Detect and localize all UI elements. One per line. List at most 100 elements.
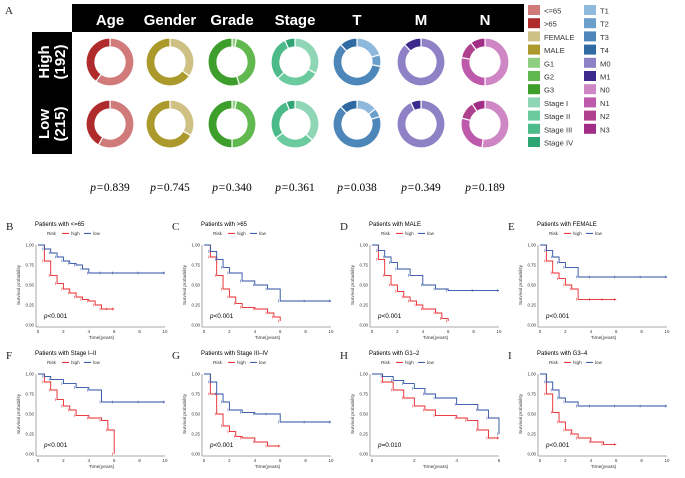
p-value-age: p=0.839 <box>89 182 130 194</box>
legend-swatch-t2 <box>584 18 596 29</box>
y-tick-label: 1.00 <box>191 372 200 377</box>
donut-low-m <box>396 99 446 149</box>
donut-high-grade <box>207 37 257 87</box>
p-prefix: p= <box>274 182 289 194</box>
p-prefix: p= <box>400 182 415 194</box>
y-tick-label: 0.25 <box>527 432 536 437</box>
x-tick-label: 2 <box>564 458 567 463</box>
km-p-number: <0.001 <box>214 313 234 320</box>
y-tick-label: 1.00 <box>527 372 536 377</box>
legend-swatch-g3 <box>528 84 540 95</box>
x-tick-label: 2 <box>228 329 231 334</box>
km-title: Patients with G3–4 <box>537 351 588 357</box>
x-tick-label: 4 <box>254 329 257 334</box>
column-header-t: T <box>352 12 361 29</box>
x-tick-label: 6 <box>279 458 282 463</box>
x-tick-label: 10 <box>163 329 168 334</box>
km-p-letter: p <box>545 442 550 449</box>
legend-swatch-stage-iv <box>528 137 540 147</box>
legend-item-stage-i: Stage I <box>528 97 568 108</box>
donut-high-age <box>85 37 135 87</box>
p-prefix: p= <box>149 182 164 194</box>
y-tick-label: 0.75 <box>191 263 200 268</box>
y-axis-label: Survival probability <box>16 393 22 434</box>
km-p-value: p<0.001 <box>209 442 234 449</box>
donut-grid <box>85 37 510 149</box>
donut-low-grade <box>207 99 257 149</box>
donut-low-gender <box>145 99 195 149</box>
y-tick-label: 0.25 <box>25 432 34 437</box>
km-title: Patients with Stage III–IV <box>201 351 268 357</box>
km-title: Patients with Stage I–II <box>35 351 97 357</box>
km-title: Patients with >65 <box>201 222 248 228</box>
legend-swatch-65 <box>528 18 540 29</box>
km-panel-d: D Patients with MALE Risk high low 0 2 4 6 8 10 0.0… <box>340 221 502 341</box>
donut-low-age <box>85 99 135 149</box>
risk-legend-label-low: low <box>427 360 435 365</box>
x-tick-label: 8 <box>640 458 643 463</box>
legend-swatch-m1 <box>584 71 596 81</box>
y-tick-label: 0.50 <box>527 283 536 288</box>
legend-label-t4: T4 <box>600 46 609 55</box>
km-curve-high <box>38 373 115 454</box>
slice-65 <box>95 37 135 87</box>
y-tick-label: 0.00 <box>527 452 536 457</box>
panel-letter-b: B <box>6 221 13 233</box>
legend-label-stage-i: Stage I <box>544 99 568 108</box>
risk-legend-title: Risk <box>213 231 223 236</box>
legend: <=65 >65 FEMALE MALE G1 G2 G3 Stage I Stage II St… <box>528 5 611 148</box>
km-curve-high <box>372 244 449 321</box>
km-curve-low <box>204 244 331 302</box>
legend-swatch-t3 <box>584 31 596 42</box>
legend-label-n3: N3 <box>600 125 610 134</box>
legend-label-t1: T1 <box>600 7 609 16</box>
slice-stage-i <box>294 99 320 142</box>
y-axis-label: Survival probability <box>350 264 356 305</box>
legend-item-n3: N3 <box>584 123 610 134</box>
x-tick-label: 4 <box>590 329 593 334</box>
donut-high-t <box>332 37 382 87</box>
km-p-letter: p <box>209 313 214 320</box>
km-curve-low <box>204 373 331 423</box>
legend-swatch-g2 <box>528 71 540 81</box>
x-axis-label: Time(years) <box>255 335 281 341</box>
y-tick-label: 0.00 <box>191 452 200 457</box>
legend-swatch-male <box>528 44 540 55</box>
x-tick-label: 8 <box>138 329 141 334</box>
legend-label-stage-ii: Stage II <box>544 112 570 121</box>
slice-n1 <box>460 117 484 149</box>
y-tick-label: 0.50 <box>191 283 200 288</box>
y-tick-label: 0.25 <box>359 303 368 308</box>
y-axis-label: Survival probability <box>182 393 188 434</box>
x-tick-label: 0 <box>371 458 374 463</box>
legend-item-g2: G2 <box>528 71 554 82</box>
legend-item-stage-iv: Stage IV <box>528 137 574 148</box>
risk-legend-title: Risk <box>47 360 57 365</box>
legend-item-g1: G1 <box>528 57 554 68</box>
km-curve-high <box>204 373 281 447</box>
risk-legend-label-high: high <box>405 360 414 365</box>
slice-n3 <box>471 99 486 113</box>
risk-legend-title: Risk <box>381 360 391 365</box>
y-tick-label: 0.75 <box>359 263 368 268</box>
x-tick-label: 4 <box>590 458 593 463</box>
legend-label-g2: G2 <box>544 73 554 82</box>
x-tick-label: 8 <box>472 329 475 334</box>
legend-item-female: FEMALE <box>528 31 574 42</box>
km-p-value: p<0.001 <box>43 313 68 320</box>
x-tick-label: 10 <box>665 458 670 463</box>
legend-swatch-n0 <box>584 84 596 95</box>
y-tick-label: 0.00 <box>527 323 536 328</box>
km-panel-e: E Patients with FEMALE Risk high low 0 2 4 6 8 10 0… <box>508 221 670 341</box>
y-tick-label: 1.00 <box>359 243 368 248</box>
column-header-stage: Stage <box>275 12 316 29</box>
p-number: 0.745 <box>164 182 190 194</box>
x-tick-label: 2 <box>413 458 416 463</box>
p-number: 0.038 <box>351 182 377 194</box>
legend-item-t3: T3 <box>584 31 609 42</box>
legend-swatch-n3 <box>584 123 596 134</box>
x-axis-label: Time(years) <box>423 464 449 470</box>
slice-stage-iii <box>270 39 290 80</box>
x-tick-label: 0 <box>539 329 542 334</box>
x-tick-label: 6 <box>615 329 618 334</box>
